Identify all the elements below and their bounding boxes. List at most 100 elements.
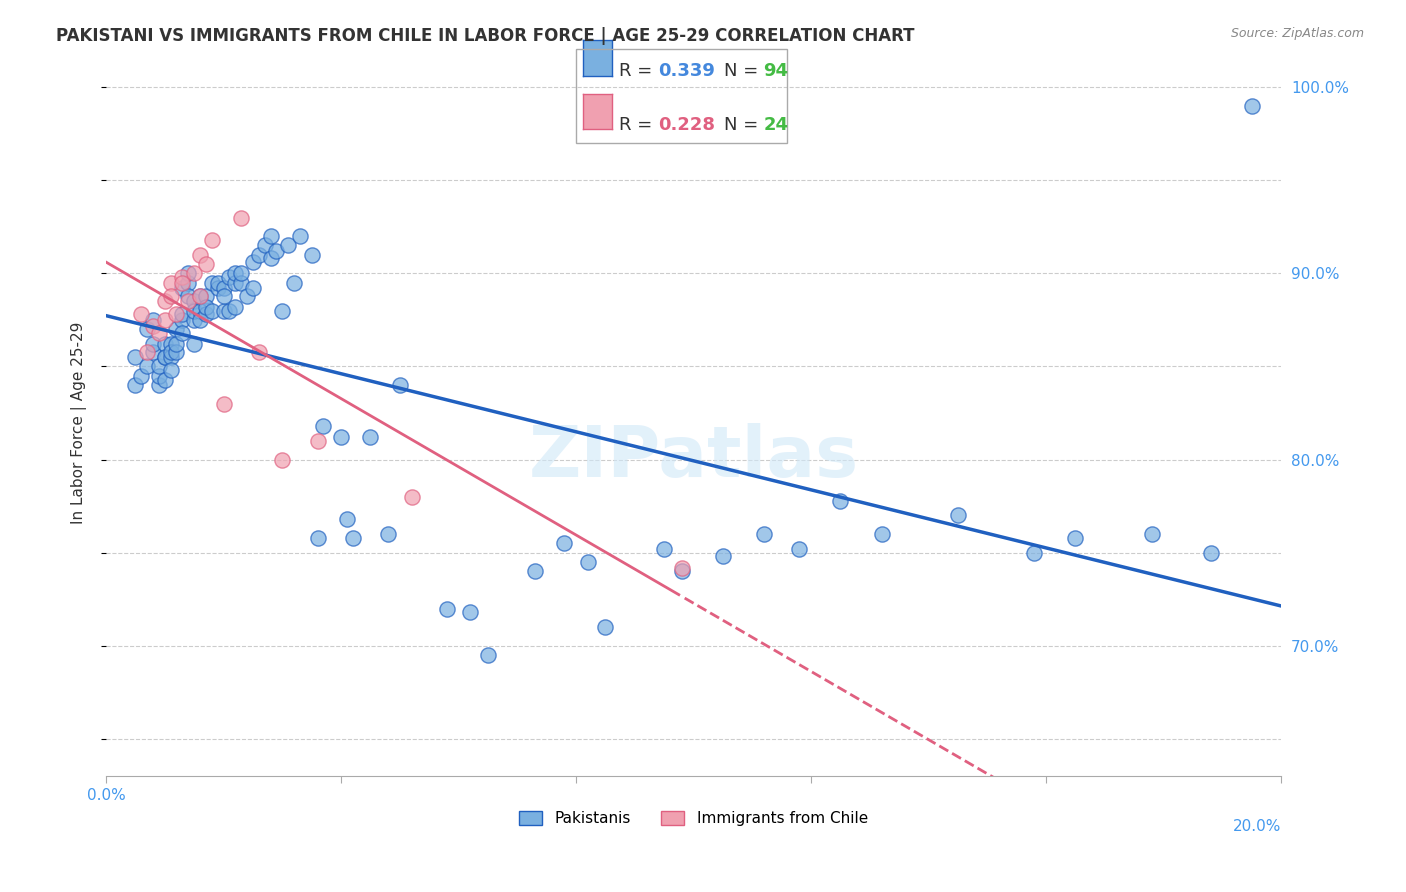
Pakistanis [671,565,693,579]
Pakistanis [336,512,359,526]
Pakistanis [388,378,411,392]
Pakistanis [787,541,810,556]
Pakistanis [153,350,176,364]
Pakistanis [224,300,246,314]
Pakistanis [377,527,399,541]
Immigrants from Chile [188,289,211,303]
Pakistanis [142,337,165,351]
Pakistanis [229,276,252,290]
Pakistanis [136,359,159,374]
Pakistanis [142,313,165,327]
Pakistanis [201,303,224,318]
Pakistanis [830,493,852,508]
Text: 94: 94 [763,62,789,80]
Pakistanis [194,307,217,321]
Immigrants from Chile [153,313,176,327]
Immigrants from Chile [166,307,188,321]
Pakistanis [259,229,281,244]
Pakistanis [142,344,165,359]
Pakistanis [207,276,229,290]
Immigrants from Chile [194,257,217,271]
Pakistanis [218,270,240,285]
Pakistanis [477,648,499,662]
Immigrants from Chile [229,211,252,225]
Pakistanis [229,266,252,280]
Pakistanis [159,350,181,364]
Pakistanis [595,620,617,634]
Immigrants from Chile [307,434,329,448]
Pakistanis [652,541,675,556]
Pakistanis [271,303,294,318]
Pakistanis [177,276,200,290]
Pakistanis [247,248,270,262]
Pakistanis [159,363,181,377]
Legend: Pakistanis, Immigrants from Chile: Pakistanis, Immigrants from Chile [513,805,875,832]
Text: 0.339: 0.339 [658,62,714,80]
Pakistanis [288,229,311,244]
Pakistanis [711,549,734,564]
Pakistanis [330,430,353,444]
Pakistanis [253,238,276,252]
Pakistanis [159,344,181,359]
Text: ZIPatlas: ZIPatlas [529,423,859,492]
Pakistanis [136,322,159,336]
Immigrants from Chile [153,294,176,309]
Pakistanis [194,300,217,314]
Immigrants from Chile [247,344,270,359]
Text: 0.228: 0.228 [658,116,716,134]
Pakistanis [148,368,170,383]
Immigrants from Chile [136,344,159,359]
Pakistanis [172,307,194,321]
Text: R =: R = [619,62,658,80]
Pakistanis [177,289,200,303]
Pakistanis [194,289,217,303]
Pakistanis [166,344,188,359]
Text: PAKISTANI VS IMMIGRANTS FROM CHILE IN LABOR FORCE | AGE 25-29 CORRELATION CHART: PAKISTANI VS IMMIGRANTS FROM CHILE IN LA… [56,27,915,45]
Pakistanis [153,350,176,364]
Pakistanis [946,508,969,523]
Pakistanis [183,294,205,309]
Pakistanis [242,281,264,295]
Pakistanis [166,322,188,336]
Pakistanis [172,281,194,295]
Immigrants from Chile [159,289,181,303]
Pakistanis [312,419,335,434]
Immigrants from Chile [148,326,170,340]
Pakistanis [153,337,176,351]
Pakistanis [553,536,575,550]
Pakistanis [129,368,152,383]
Pakistanis [188,289,211,303]
Pakistanis [166,337,188,351]
Pakistanis [277,238,299,252]
Pakistanis [212,303,235,318]
Text: Source: ZipAtlas.com: Source: ZipAtlas.com [1230,27,1364,40]
Immigrants from Chile [271,452,294,467]
Pakistanis [752,527,775,541]
Text: 20.0%: 20.0% [1233,819,1281,834]
Immigrants from Chile [129,307,152,321]
Immigrants from Chile [177,294,200,309]
Pakistanis [259,252,281,266]
Pakistanis [523,565,546,579]
Immigrants from Chile [159,276,181,290]
Pakistanis [301,248,323,262]
Pakistanis [124,350,146,364]
Pakistanis [207,281,229,295]
Pakistanis [218,303,240,318]
Pakistanis [148,359,170,374]
Pakistanis [153,372,176,386]
Pakistanis [1240,99,1263,113]
Pakistanis [236,289,259,303]
Pakistanis [183,313,205,327]
Text: R =: R = [619,116,658,134]
Pakistanis [188,303,211,318]
Pakistanis [188,313,211,327]
Pakistanis [1140,527,1163,541]
Pakistanis [242,255,264,269]
Immigrants from Chile [188,248,211,262]
Pakistanis [201,276,224,290]
Pakistanis [266,244,288,258]
Pakistanis [1024,546,1046,560]
Immigrants from Chile [172,270,194,285]
Pakistanis [159,337,181,351]
